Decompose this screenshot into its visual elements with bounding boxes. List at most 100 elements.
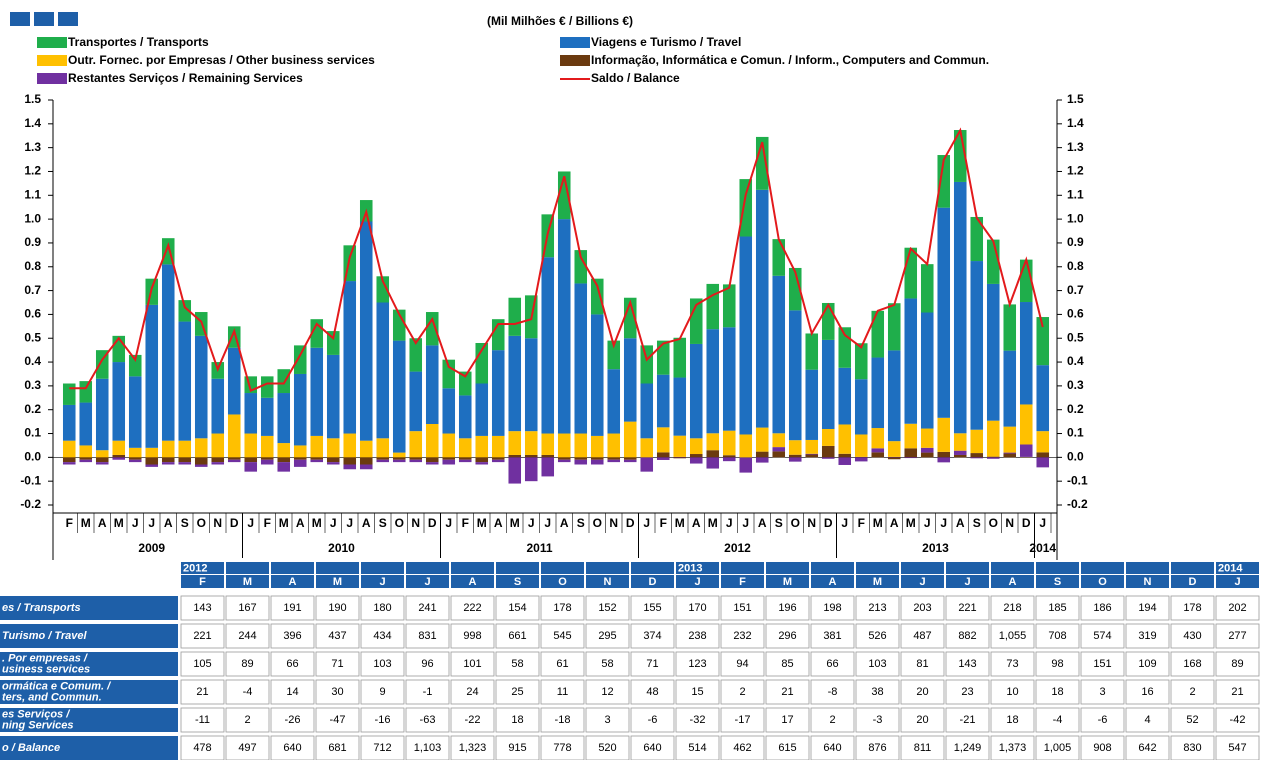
table-value: -4: [243, 686, 253, 698]
bar-segment: [805, 439, 819, 454]
y-tick-label: 0.6: [24, 307, 41, 321]
x-tick-label: D: [626, 516, 635, 530]
bar-segment: [178, 462, 192, 465]
bar-segment: [871, 357, 885, 429]
table-cell: [1035, 651, 1080, 677]
table-row-header: [0, 680, 178, 704]
bar-segment: [821, 302, 835, 340]
bar-segment: [788, 267, 802, 311]
table-cell: [810, 595, 855, 621]
bar-segment: [937, 451, 951, 458]
x-tick-label: M: [708, 516, 718, 530]
bar-segment: [409, 459, 423, 463]
y-tick-label: 1.0: [24, 211, 41, 225]
table-cell: [450, 651, 495, 677]
y-tick-label-right: 0.9: [1067, 235, 1084, 249]
table-value: 18: [511, 714, 523, 726]
table-value: 71: [331, 658, 343, 670]
x-tick-label: O: [395, 516, 404, 530]
table-value: 11: [557, 686, 568, 698]
table-cell: [945, 595, 990, 621]
table-value: 238: [688, 630, 706, 642]
table-row-label: ters, and Commun.: [2, 691, 102, 703]
bar-segment: [458, 457, 472, 460]
bar-segment: [376, 438, 390, 458]
table-value: -42: [1230, 714, 1246, 726]
table-cell: [810, 651, 855, 677]
table-cell: [180, 651, 225, 677]
table-cell: [855, 595, 900, 621]
x-tick-label: A: [560, 516, 569, 530]
bar-segment: [458, 371, 472, 396]
table-year-cell: [226, 562, 269, 574]
legend-swatch: [37, 55, 67, 66]
table-month: J: [379, 576, 385, 588]
bar-segment: [607, 433, 621, 458]
x-tick-label: D: [230, 516, 239, 530]
table-value: 295: [598, 630, 616, 642]
table-row-label: es / Transports: [2, 602, 81, 614]
bar-segment: [1036, 365, 1050, 432]
table-cell: [360, 707, 405, 733]
bar-segment: [772, 239, 786, 276]
table-value: 21: [1231, 686, 1243, 698]
table-year-cell: [496, 562, 539, 574]
table-value: 381: [823, 630, 841, 642]
table-cell: [315, 595, 360, 621]
bar-segment: [623, 297, 637, 339]
table-month: J: [919, 576, 925, 588]
bar-segment: [227, 414, 241, 458]
bar-segment: [392, 340, 406, 453]
bar-segment: [409, 431, 423, 458]
table-cell: [810, 679, 855, 705]
table-cell: [990, 735, 1035, 760]
table-value: 38: [871, 686, 883, 698]
bar-segment: [854, 434, 868, 457]
table-cell: [270, 707, 315, 733]
bar-segment: [656, 427, 670, 453]
y-tick-label-right: 0.1: [1067, 426, 1084, 440]
table-cell: [720, 623, 765, 649]
table-value: 89: [1231, 658, 1243, 670]
bar-segment: [755, 427, 769, 452]
y-tick-label: -0.1: [20, 473, 41, 487]
x-tick-label: J: [940, 516, 947, 530]
table-cell: [585, 651, 630, 677]
bar-segment: [524, 338, 538, 432]
table-month-cell: [451, 575, 494, 588]
bar-segment: [953, 433, 967, 451]
table-value: 85: [781, 658, 793, 670]
table-value: 101: [463, 658, 481, 670]
bar-segment: [293, 457, 307, 460]
table-cell: [225, 623, 270, 649]
bar-segment: [442, 388, 456, 434]
table-cell: [405, 595, 450, 621]
table-cell: [315, 623, 360, 649]
bar-segment: [508, 454, 522, 458]
x-tick-label: M: [114, 516, 124, 530]
x-tick-label: J: [841, 516, 848, 530]
bar-segment: [194, 457, 208, 465]
table-value: 52: [1186, 714, 1198, 726]
bar-segment: [607, 369, 621, 434]
x-tick-label: F: [660, 516, 667, 530]
y-tick-label: 0.7: [24, 283, 41, 297]
bar-segment: [557, 219, 571, 434]
bar-segment: [1003, 350, 1017, 427]
bar-segment: [260, 435, 274, 458]
table-cell: [855, 679, 900, 705]
table-cell: [765, 735, 810, 760]
bar-segment: [112, 440, 126, 455]
table-cell: [630, 735, 675, 760]
bar-segment: [145, 464, 159, 467]
bar-segment: [376, 302, 390, 439]
bar-segment: [689, 343, 703, 439]
x-tick-label: N: [213, 516, 222, 530]
table-row-header: [0, 596, 178, 620]
table-value: 151: [733, 602, 751, 614]
table-year-cell: [1171, 562, 1214, 574]
bar-segment: [227, 457, 241, 460]
bar-segment: [475, 435, 489, 458]
bar-segment: [838, 367, 852, 425]
table-value: 213: [868, 602, 886, 614]
